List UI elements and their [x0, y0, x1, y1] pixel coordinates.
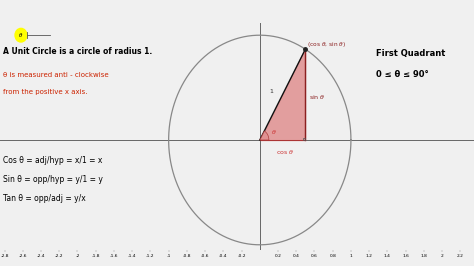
- Wedge shape: [260, 131, 269, 140]
- Text: (cos $\theta$, sin $\theta$): (cos $\theta$, sin $\theta$): [307, 40, 346, 49]
- Text: cos $\theta$: cos $\theta$: [276, 148, 294, 156]
- Circle shape: [15, 28, 27, 42]
- Bar: [303, 138, 305, 140]
- Text: Sin θ = opp/hyp = y/1 = y: Sin θ = opp/hyp = y/1 = y: [3, 175, 102, 184]
- Text: A Unit Circle is a circle of radius 1.: A Unit Circle is a circle of radius 1.: [3, 47, 152, 56]
- Text: $\theta$: $\theta$: [271, 128, 276, 136]
- Polygon shape: [260, 49, 305, 140]
- Text: Cos θ = adj/hyp = x/1 = x: Cos θ = adj/hyp = x/1 = x: [3, 156, 102, 165]
- Text: sin $\theta$: sin $\theta$: [309, 93, 326, 101]
- Text: $\theta$: $\theta$: [18, 31, 24, 39]
- Text: 1: 1: [270, 89, 273, 94]
- Text: Tan θ = opp/adj = y/x: Tan θ = opp/adj = y/x: [3, 194, 85, 203]
- Text: 0 ≤ θ ≤ 90°: 0 ≤ θ ≤ 90°: [376, 70, 429, 79]
- Text: First Quadrant: First Quadrant: [376, 49, 446, 58]
- Text: θ is measured anti - clockwise: θ is measured anti - clockwise: [3, 72, 109, 78]
- Text: from the positive x axis.: from the positive x axis.: [3, 89, 87, 95]
